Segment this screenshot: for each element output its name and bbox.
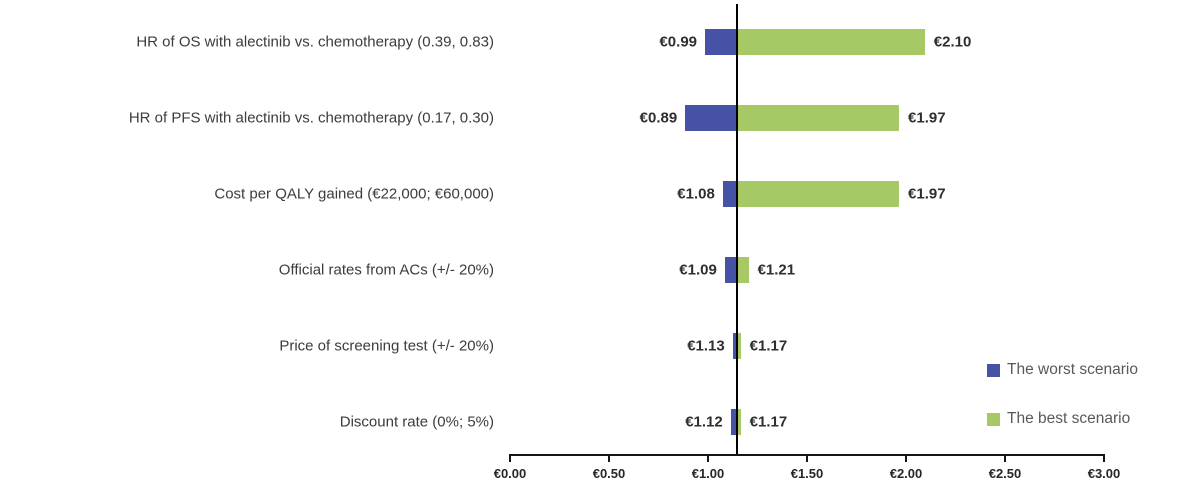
worst-bar (724, 257, 737, 283)
legend-worst-label: The worst scenario (1007, 361, 1138, 378)
legend-entry-best: The best scenario (987, 410, 1138, 428)
worst-value-label: €0.99 (659, 33, 698, 51)
best-value-label: €1.97 (908, 109, 946, 127)
worst-value-label: €1.09 (679, 261, 717, 279)
best-value-label: €1.97 (908, 185, 946, 203)
worst-bar (732, 333, 737, 359)
worst-bar (722, 181, 737, 207)
best-bar (736, 181, 900, 207)
x-axis-tick (608, 454, 610, 462)
best-value-label: €2.10 (933, 33, 972, 51)
worst-bar (730, 409, 737, 435)
category-label: Price of screening test (+/- 20%) (279, 337, 494, 355)
best-bar (736, 105, 900, 131)
best-value-label: €1.17 (749, 337, 788, 355)
category-label: Official rates from ACs (+/- 20%) (278, 261, 494, 279)
x-axis-tick (905, 454, 907, 462)
x-axis-tick (1004, 454, 1006, 462)
worst-value-label: €1.12 (685, 413, 723, 431)
best-value-label: €1.17 (749, 413, 788, 431)
worst-bar (705, 29, 737, 55)
worst-scenario-swatch-icon (987, 363, 1000, 377)
legend-entry-worst: The worst scenario (987, 361, 1138, 379)
category-label: HR of OS with alectinib vs. chemotherapy… (136, 33, 494, 51)
x-axis-tick (707, 454, 709, 462)
best-bar (736, 257, 749, 283)
x-axis-tick-label: €3.00 (1087, 466, 1121, 481)
best-scenario-swatch-icon (987, 412, 1000, 426)
worst-value-label: €1.08 (677, 185, 715, 203)
x-axis-tick-label: €2.50 (988, 466, 1022, 481)
best-value-label: €1.21 (757, 261, 796, 279)
worst-value-label: €0.89 (639, 109, 678, 127)
category-label: HR of PFS with alectinib vs. chemotherap… (128, 109, 494, 127)
worst-value-label: €1.13 (687, 337, 725, 355)
x-axis-tick-label: €0.00 (493, 466, 527, 481)
best-bar (736, 333, 741, 359)
x-axis-tick (1103, 454, 1105, 462)
x-axis-tick-label: €2.00 (889, 466, 923, 481)
x-axis-tick-label: €1.50 (790, 466, 824, 481)
legend: The worst scenario The best scenario (987, 361, 1138, 428)
base-case-line (735, 4, 738, 456)
x-axis-tick (806, 454, 808, 462)
worst-bar (685, 105, 737, 131)
legend-best-label: The best scenario (1007, 410, 1131, 427)
x-axis-tick-label: €1.00 (691, 466, 725, 481)
category-label: Discount rate (0%; 5%) (339, 413, 494, 431)
best-bar (736, 29, 925, 55)
category-label: Cost per QALY gained (€22,000; €60,000) (214, 185, 494, 203)
x-axis-tick (509, 454, 511, 462)
best-bar (736, 409, 741, 435)
x-axis-tick-label: €0.50 (592, 466, 626, 481)
